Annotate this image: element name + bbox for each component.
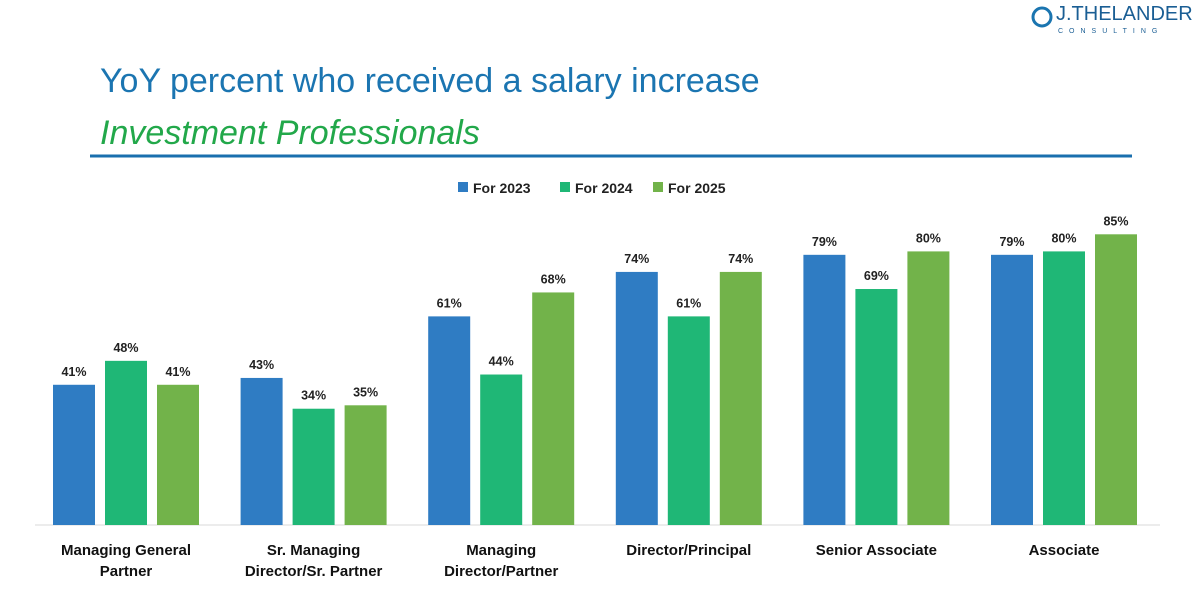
value-label: 41% <box>61 365 86 379</box>
logo-icon <box>1031 6 1053 28</box>
bar <box>1043 251 1085 525</box>
value-label: 44% <box>489 355 514 369</box>
bar <box>53 384 95 525</box>
value-label: 41% <box>165 365 190 379</box>
legend-swatch <box>560 182 570 192</box>
bar <box>428 316 471 525</box>
x-tick-label: Managing Director/Partner <box>444 542 559 580</box>
bar <box>1095 234 1137 526</box>
bar <box>240 377 283 525</box>
x-tick-label: Associate <box>1028 542 1100 559</box>
value-label: 61% <box>676 296 701 310</box>
x-tick-label: Sr. Managing Director/Sr. Partner <box>244 542 383 580</box>
bar <box>157 384 199 525</box>
value-label: 79% <box>999 235 1024 249</box>
x-tick-label: Director/Principal <box>626 542 752 559</box>
logo-tagline: CONSULTING <box>1058 28 1163 35</box>
bar <box>615 271 658 525</box>
bar <box>719 271 762 525</box>
value-label: 74% <box>728 252 753 266</box>
bar <box>344 405 387 525</box>
value-label: 34% <box>301 389 326 403</box>
bar <box>292 408 335 525</box>
value-label: 85% <box>1103 214 1128 228</box>
value-label: 79% <box>812 235 837 249</box>
value-label: 43% <box>249 358 274 372</box>
value-label: 61% <box>437 296 462 310</box>
chart-subtitle: Investment Professionals <box>100 114 480 152</box>
value-label: 35% <box>353 385 378 399</box>
value-label: 80% <box>916 231 941 245</box>
value-label: 74% <box>624 252 649 266</box>
legend-label: For 2024 <box>575 180 633 196</box>
bar <box>803 254 846 525</box>
legend-label: For 2025 <box>668 180 726 196</box>
value-label: 48% <box>113 341 138 355</box>
legend-swatch <box>653 182 663 192</box>
value-label: 80% <box>1051 231 1076 245</box>
bar <box>667 316 710 525</box>
logo-name: J.THELANDER <box>1056 3 1193 25</box>
value-label: 69% <box>864 269 889 283</box>
bar <box>907 251 950 525</box>
chart-title: YoY percent who received a salary increa… <box>100 62 760 100</box>
bar <box>105 360 147 525</box>
legend-swatch <box>458 182 468 192</box>
legend-label: For 2023 <box>473 180 531 196</box>
x-tick-label: Senior Associate <box>815 542 937 559</box>
x-tick-label: Managing General Partner <box>60 542 192 580</box>
bar <box>991 254 1033 525</box>
bar <box>855 289 898 525</box>
bar <box>480 374 523 525</box>
value-label: 68% <box>541 272 566 286</box>
bar <box>532 292 575 525</box>
